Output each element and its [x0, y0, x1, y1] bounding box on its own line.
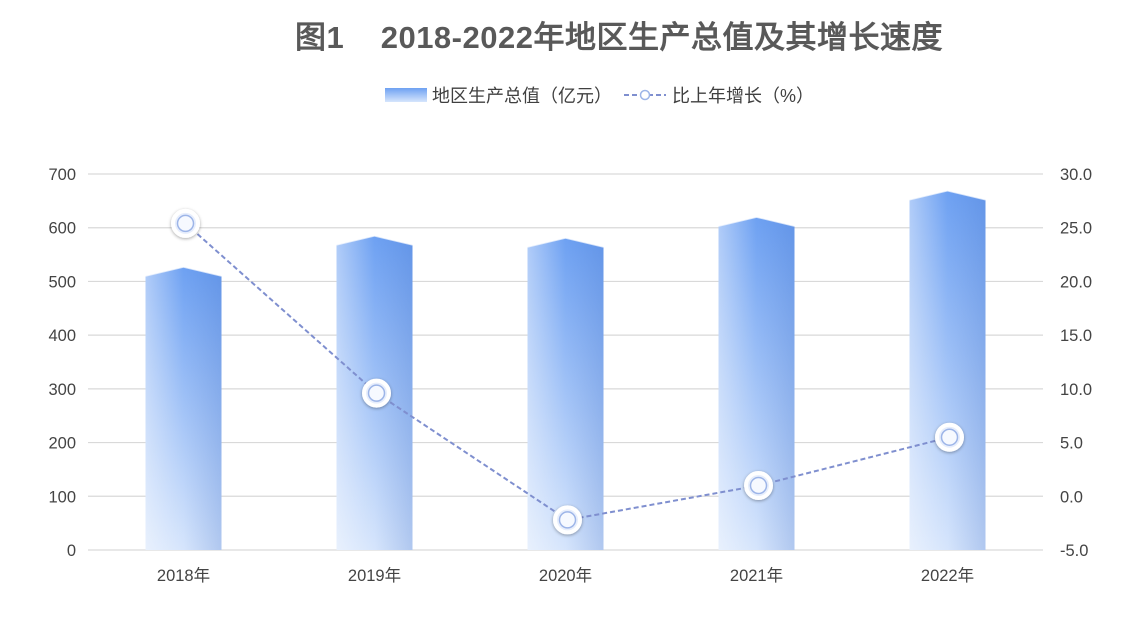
bar-top-edge [909, 190, 986, 201]
axes: 0 100 200 300 400 500 600 700 -5.0 0.0 5.0 10.0 15.0… [48, 166, 1092, 585]
y-left-tick-label: 700 [48, 166, 76, 184]
bar-highlight [909, 190, 948, 551]
y-left-tick-label: 0 [67, 542, 76, 560]
y-left-tick-label: 100 [48, 488, 76, 506]
x-tick-label: 2021年 [730, 566, 783, 585]
y-right-tick-label: -5.0 [1060, 542, 1088, 560]
y-left-tick-label: 600 [48, 220, 76, 238]
growth-point [935, 422, 964, 452]
bar-shade [565, 238, 604, 550]
x-tick-label: 2019年 [348, 566, 401, 585]
chart-title: 图1 2018-2022年地区生产总值及其增长速度 [295, 20, 943, 55]
y-right-tick-label: 5.0 [1060, 435, 1083, 453]
bar [145, 266, 222, 550]
bar [909, 190, 986, 551]
y-right-tick-label: 10.0 [1060, 381, 1092, 399]
legend: 地区生产总值（亿元） 比上年增长（%） [385, 86, 814, 106]
y-right-tick-label: 15.0 [1060, 327, 1092, 345]
legend-label-line: 比上年增长（%） [672, 86, 814, 106]
x-tick-label: 2022年 [921, 566, 974, 585]
bar-shade [947, 190, 986, 551]
bar-highlight [527, 238, 566, 550]
x-tick-label: 2020年 [539, 566, 592, 585]
point-core [176, 214, 195, 233]
growth-point [362, 378, 391, 408]
bar-shade [183, 267, 222, 550]
y-left-tick-label: 500 [48, 273, 76, 291]
bar-top-edge [718, 216, 795, 227]
legend-swatch-bar [385, 88, 427, 102]
growth-point [744, 471, 773, 501]
legend-item-bar: 地区生产总值（亿元） [385, 86, 612, 106]
y-left-tick-label: 200 [48, 435, 76, 453]
bar [718, 216, 795, 551]
point-core [749, 476, 768, 495]
bar [527, 237, 604, 550]
bar-shade [756, 217, 795, 551]
bar-top-edge [527, 237, 604, 248]
y-right-tick-label: 0.0 [1060, 488, 1083, 506]
legend-label-bar: 地区生产总值（亿元） [432, 86, 612, 106]
y-right-tick-label: 30.0 [1060, 166, 1092, 184]
bar-top-edge [336, 235, 413, 246]
y-left-tick-label: 400 [48, 327, 76, 345]
y-right-tick-label: 25.0 [1060, 220, 1092, 238]
growth-point [171, 208, 200, 238]
bar-highlight [718, 217, 757, 551]
bar-highlight [336, 235, 375, 550]
y-left-tick-label: 300 [48, 381, 76, 399]
line-series [171, 208, 964, 535]
legend-item-line: 比上年增长（%） [624, 86, 814, 106]
growth-point [553, 505, 582, 535]
bar-shade [374, 235, 413, 550]
bar-highlight [145, 267, 184, 550]
point-core [558, 511, 577, 529]
x-tick-label: 2018年 [157, 566, 210, 585]
y-right-tick-label: 20.0 [1060, 273, 1092, 291]
legend-swatch-marker [639, 89, 651, 101]
bar-series [145, 190, 986, 551]
point-core [940, 428, 959, 446]
bar-top-edge [145, 266, 222, 277]
point-core [367, 384, 386, 402]
